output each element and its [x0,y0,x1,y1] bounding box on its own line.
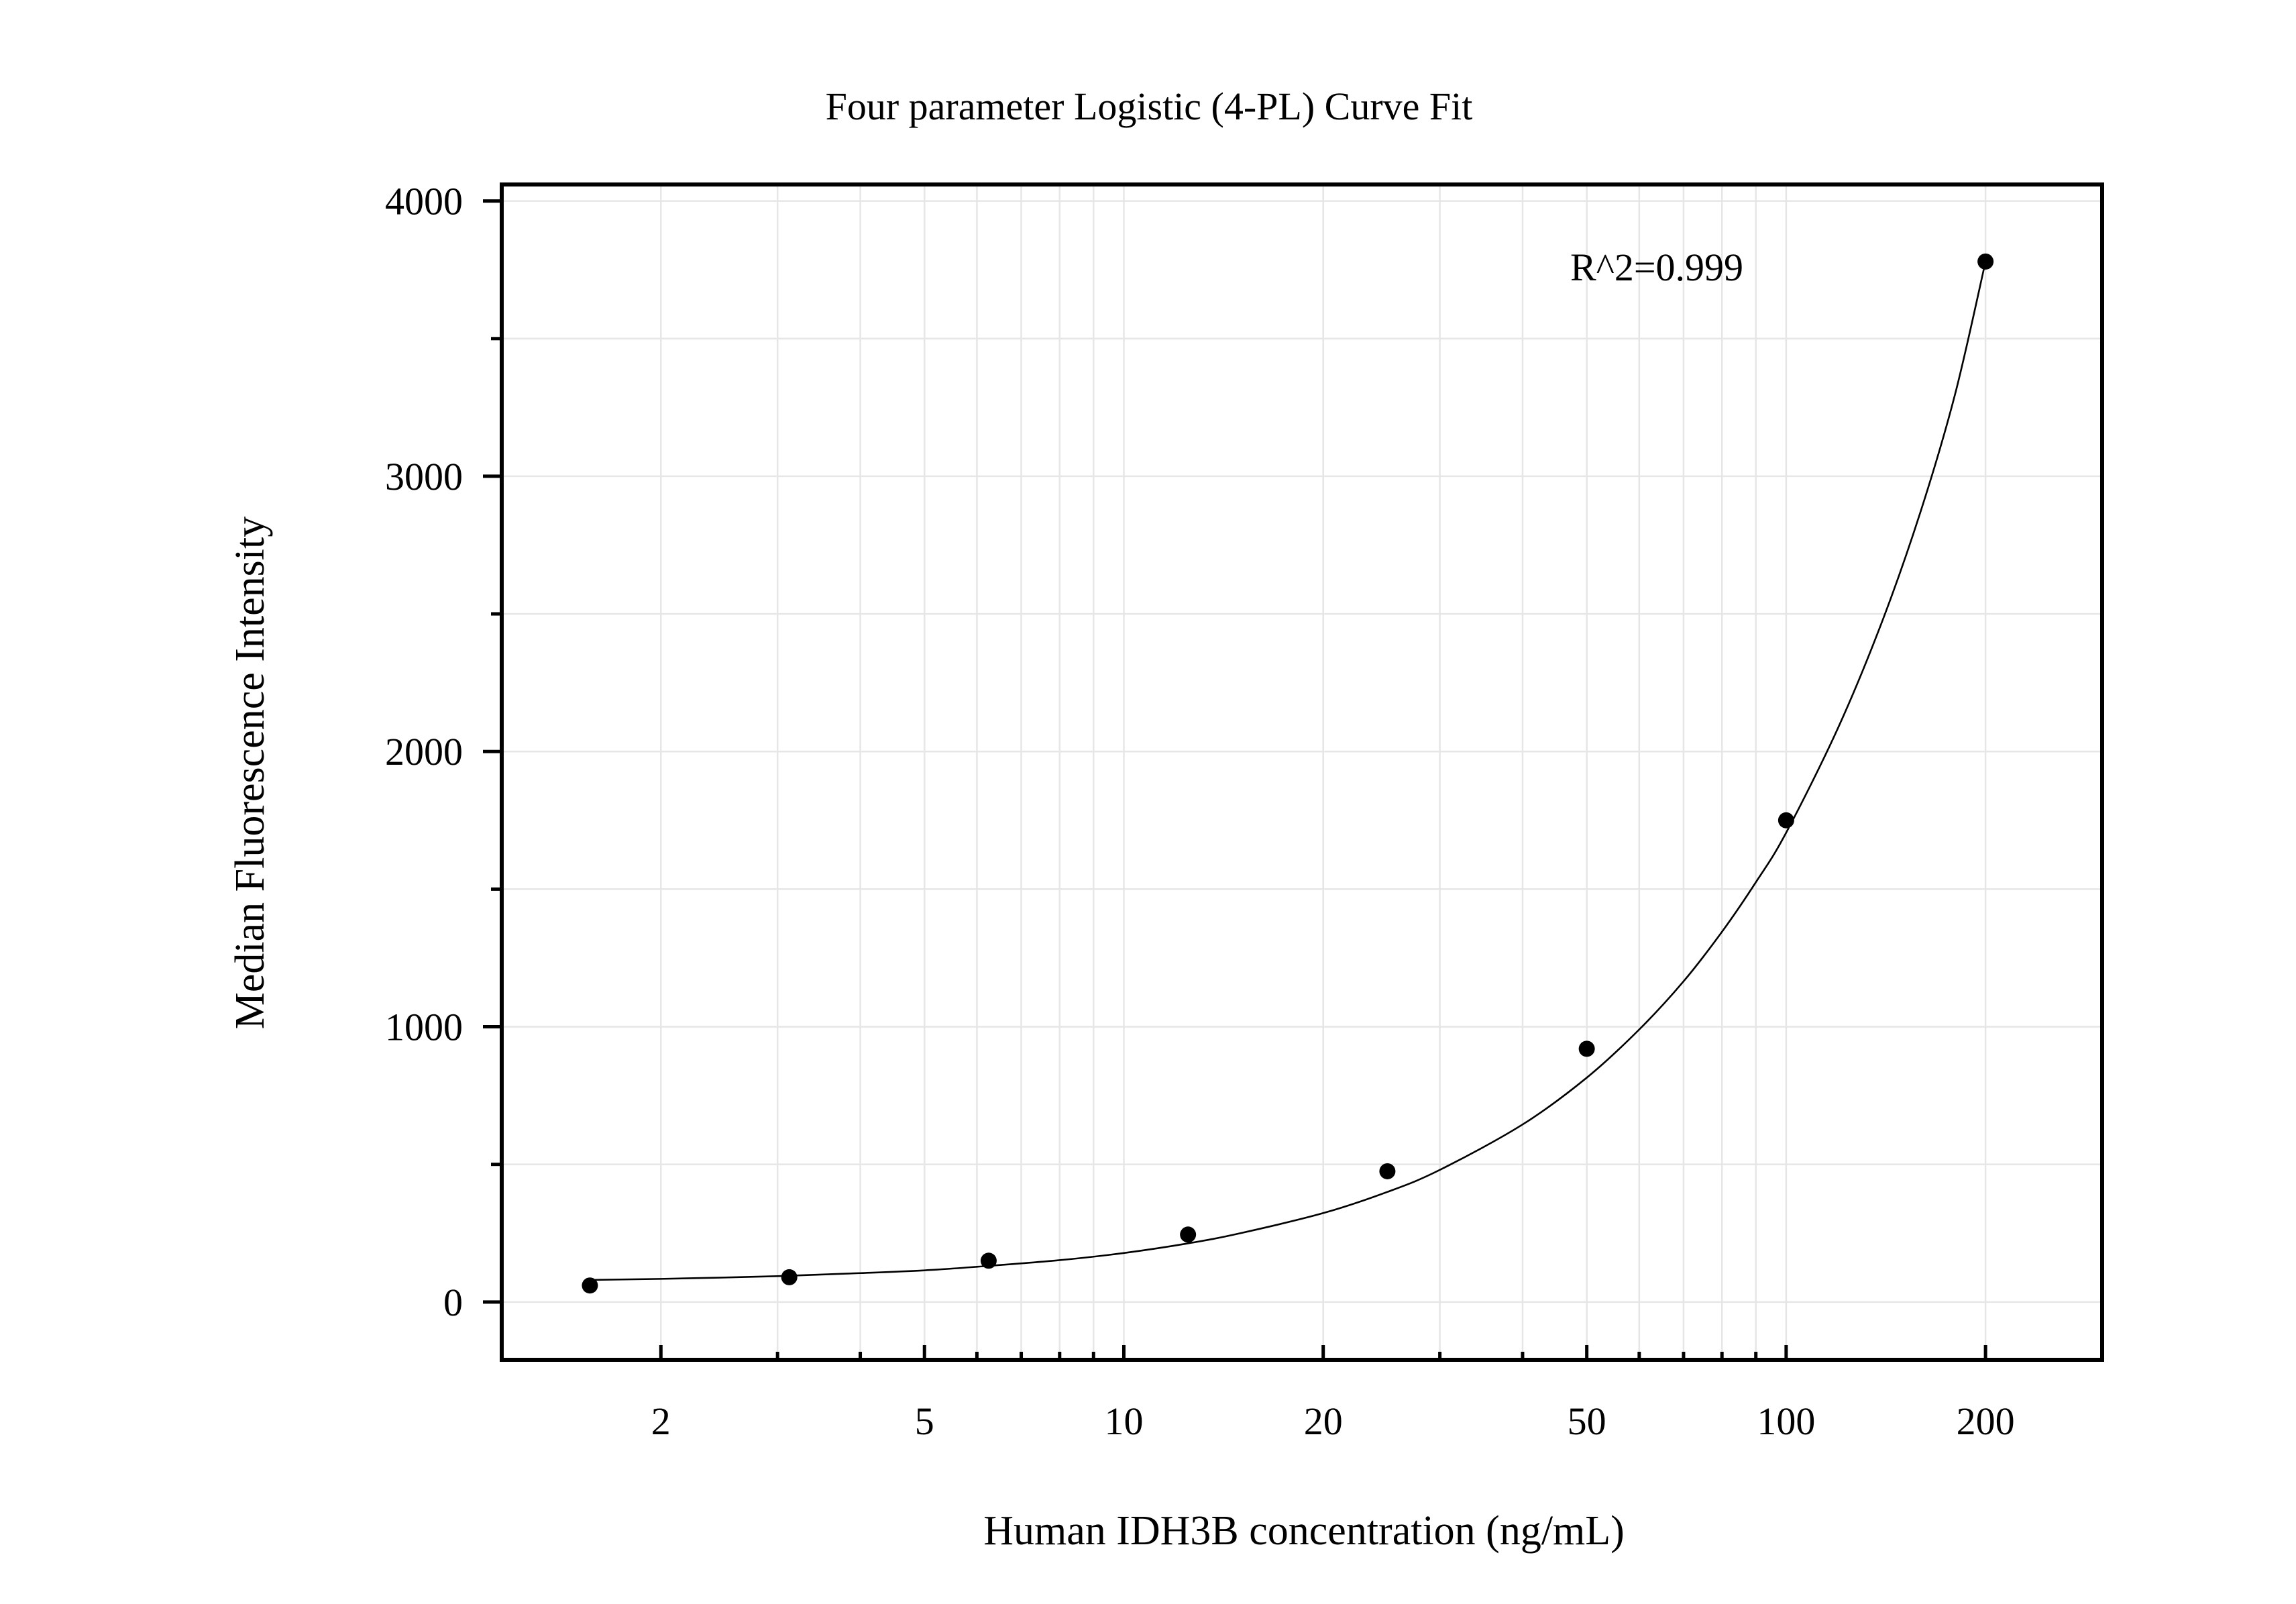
y-tick-label: 2000 [385,730,463,773]
data-point [1180,1226,1197,1243]
data-points [582,253,1994,1294]
data-point [1778,812,1794,828]
y-tick-label: 4000 [385,180,463,223]
fit-curve [590,261,1987,1281]
data-point [582,1277,598,1294]
x-tick-label: 2 [651,1399,671,1443]
data-point [1379,1163,1396,1179]
r-squared-annotation: R^2=0.999 [1570,246,1743,289]
axis-ticks [483,199,1987,1360]
x-tick-label: 10 [1104,1399,1143,1443]
x-tick-label: 50 [1568,1399,1606,1443]
y-tick-label: 1000 [385,1006,463,1049]
chart-title: Four parameter Logistic (4-PL) Curve Fit [826,85,1473,128]
y-tick-label: 0 [443,1281,463,1324]
data-point [781,1269,798,1285]
x-tick-label: 20 [1304,1399,1343,1443]
x-tick-label: 200 [1957,1399,2015,1443]
data-point [980,1252,997,1269]
x-tick-label: 5 [915,1399,934,1443]
y-axis-label: Median Fluorescence Intensity [227,517,273,1029]
plot-frame [500,182,2104,1362]
x-tick-label: 100 [1757,1399,1815,1443]
fit-curve-layer [590,261,1987,1281]
x-axis-label: Human IDH3B concentration (ng/mL) [983,1508,1625,1554]
data-point [1977,253,1994,270]
grid [502,184,2102,1360]
y-tick-label: 3000 [385,455,463,498]
data-point [1578,1040,1595,1057]
